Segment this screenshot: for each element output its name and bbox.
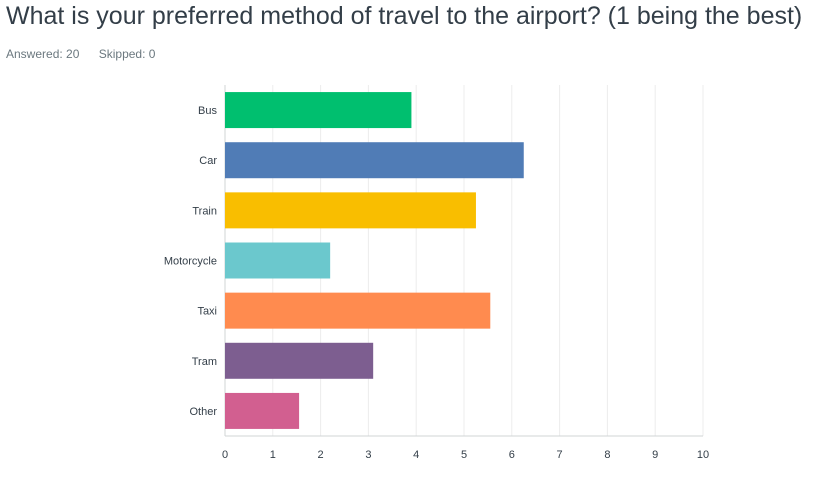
x-tick-label: 2 bbox=[318, 449, 324, 461]
x-tick-label: 4 bbox=[413, 449, 419, 461]
category-labels: Bus Car Train Motorcycle Taxi Tram Other bbox=[164, 105, 218, 418]
category-label-taxi: Taxi bbox=[197, 306, 217, 318]
x-tick-label: 3 bbox=[365, 449, 371, 461]
category-label-motorcycle: Motorcycle bbox=[164, 256, 217, 268]
category-label-car: Car bbox=[199, 155, 217, 167]
x-tick-label: 1 bbox=[270, 449, 276, 461]
answered-count: Answered: 20 bbox=[6, 47, 80, 61]
skipped-count: Skipped: 0 bbox=[98, 47, 156, 61]
bar-taxi[interactable] bbox=[225, 292, 491, 329]
x-tick-label: 10 bbox=[697, 449, 709, 461]
category-label-bus: Bus bbox=[198, 105, 217, 117]
bar-tram[interactable] bbox=[225, 342, 374, 379]
category-label-other: Other bbox=[189, 406, 217, 418]
x-tick-label: 9 bbox=[652, 449, 658, 461]
bar-other[interactable] bbox=[225, 392, 300, 429]
category-label-train: Train bbox=[192, 205, 217, 217]
x-axis-ticks: 0 1 2 3 4 5 6 7 8 9 10 bbox=[222, 449, 709, 461]
x-tick-label: 6 bbox=[509, 449, 515, 461]
bar-car[interactable] bbox=[225, 142, 524, 179]
bar-train[interactable] bbox=[225, 192, 476, 229]
category-label-tram: Tram bbox=[192, 356, 217, 368]
x-tick-label: 8 bbox=[604, 449, 610, 461]
x-tick-label: 7 bbox=[557, 449, 563, 461]
bars bbox=[225, 92, 524, 429]
x-tick-label: 0 bbox=[222, 449, 228, 461]
bar-bus[interactable] bbox=[225, 92, 412, 129]
response-stats: Answered: 20 Skipped: 0 bbox=[6, 47, 171, 61]
x-tick-label: 5 bbox=[461, 449, 467, 461]
bar-motorcycle[interactable] bbox=[225, 242, 331, 279]
question-title: What is your preferred method of travel … bbox=[6, 2, 803, 30]
